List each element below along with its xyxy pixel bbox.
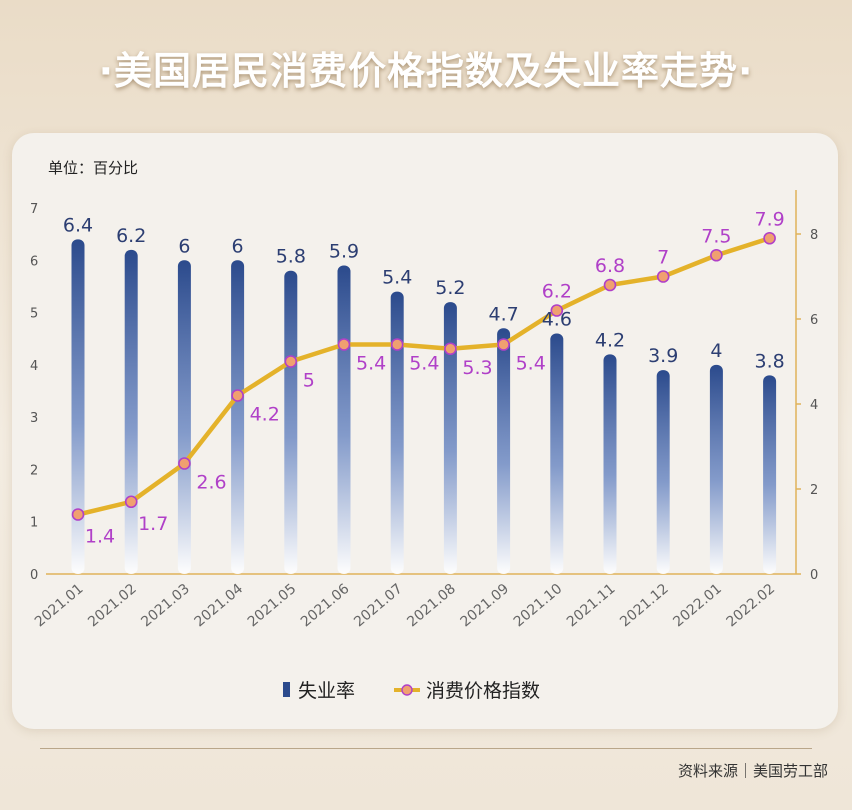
cpi-point [444, 342, 457, 356]
cpi-value-label: 5.4 [516, 353, 546, 375]
cpi-value-label: 7 [657, 247, 669, 269]
unemployment-value-label: 5.9 [329, 241, 359, 263]
unemployment-value-label: 4.2 [595, 329, 625, 351]
cpi-point [550, 304, 564, 317]
left-y-tick-label: 4 [30, 359, 38, 374]
unemployment-bar [284, 270, 298, 574]
unemployment-value-label: 3.8 [754, 350, 784, 372]
cpi-value-label: 6.8 [595, 255, 625, 277]
right-y-tick-label: 8 [810, 228, 818, 243]
unemployment-value-label: 4.7 [488, 303, 518, 325]
unemployment-bar [177, 260, 191, 574]
unemployment-bar [550, 333, 564, 574]
unemployment-bar [497, 328, 511, 574]
unemployment-value-label: 5.2 [435, 277, 465, 299]
x-tick-label: 2021.02 [85, 581, 140, 630]
cpi-value-label: 1.7 [138, 513, 168, 535]
x-tick-label: 2021.04 [192, 581, 247, 631]
cpi-point [178, 457, 191, 470]
x-tick-label: 2021.05 [245, 581, 300, 630]
unemployment-bar [71, 239, 85, 574]
cpi-value-label: 5.3 [462, 357, 492, 379]
cpi-point [710, 248, 723, 262]
right-y-tick-label: 6 [810, 313, 818, 328]
unemployment-bar [390, 291, 404, 574]
cpi-value-label: 5 [303, 370, 315, 392]
cpi-point [124, 495, 138, 509]
cpi-value-label: 6.2 [542, 281, 572, 303]
cpi-point [71, 508, 85, 521]
left-y-tick-label: 6 [30, 254, 38, 269]
unemployment-bar [656, 370, 670, 574]
cpi-value-label: 1.4 [85, 526, 115, 548]
cpi-point [656, 270, 670, 283]
page-title: ·美国居民消费价格指数及失业率走势· [98, 49, 754, 93]
left-y-tick-label: 0 [30, 568, 38, 583]
cpi-line [75, 236, 772, 517]
cpi-point [284, 355, 298, 368]
cpi-point [497, 338, 510, 351]
unemployment-value-label: 6 [178, 235, 190, 257]
x-tick-label: 2021.06 [298, 581, 353, 631]
left-y-tick-label: 3 [30, 411, 38, 426]
cpi-value-label: 7.9 [754, 208, 784, 230]
unemployment-value-label: 6 [232, 235, 244, 257]
x-tick-label: 2022.02 [724, 581, 779, 630]
x-tick-label: 2022.01 [670, 581, 725, 630]
cpi-value-label: 4.2 [250, 404, 280, 426]
unemployment-bar [337, 265, 351, 574]
unemployment-value-label: 6.2 [116, 225, 146, 247]
unemployment-value-label: 6.4 [63, 214, 93, 236]
cpi-point [390, 338, 404, 351]
x-tick-label: 2021.01 [32, 581, 87, 630]
unemployment-bar [709, 364, 723, 574]
right-y-tick-label: 2 [810, 483, 818, 498]
left-y-tick-label: 2 [30, 463, 38, 478]
source-note: 资料来源｜美国劳工部 [677, 762, 828, 780]
cpi-value-label: 5.4 [356, 353, 386, 375]
left-y-tick-label: 7 [30, 202, 38, 217]
unemployment-bar [231, 260, 245, 574]
x-tick-label: 2021.11 [564, 581, 619, 630]
unemployment-bar [443, 302, 457, 574]
x-tick-label: 2021.10 [511, 581, 566, 630]
legend-unemployment-label: 失业率 [298, 680, 355, 702]
cpi-point [337, 338, 351, 351]
cpi-value-label: 5.4 [409, 353, 439, 375]
chart-panel [12, 133, 838, 729]
legend-cpi-label: 消费价格指数 [426, 680, 540, 702]
footer-divider [40, 748, 812, 749]
cpi-value-label: 2.6 [196, 472, 226, 494]
unemployment-value-label: 5.4 [382, 267, 412, 289]
right-y-tick-label: 4 [810, 398, 818, 413]
cpi-point [231, 389, 244, 402]
left-y-tick-label: 1 [30, 516, 38, 531]
x-tick-label: 2021.09 [458, 581, 513, 630]
unemployment-value-label: 4.6 [542, 308, 572, 330]
left-y-tick-label: 5 [30, 307, 38, 322]
cpi-point [763, 231, 776, 245]
unemployment-bar [603, 354, 617, 574]
x-tick-label: 2021.07 [351, 581, 406, 630]
x-tick-label: 2021.03 [138, 581, 193, 630]
unemployment-value-label: 5.8 [276, 246, 306, 268]
unemployment-value-label: 3.9 [648, 345, 678, 367]
legend-line-marker [401, 684, 413, 696]
unemployment-bar [763, 375, 777, 574]
cpi-point [603, 278, 617, 292]
right-y-tick-label: 0 [810, 568, 818, 583]
unemployment-bar [124, 249, 138, 575]
unit-label: 单位：百分比 [48, 159, 139, 177]
x-tick-label: 2021.08 [404, 581, 459, 630]
unemployment-value-label: 4 [710, 340, 722, 362]
x-tick-label: 2021.12 [617, 581, 672, 630]
legend-bar-swatch [283, 682, 290, 697]
cpi-value-label: 7.5 [701, 225, 731, 247]
